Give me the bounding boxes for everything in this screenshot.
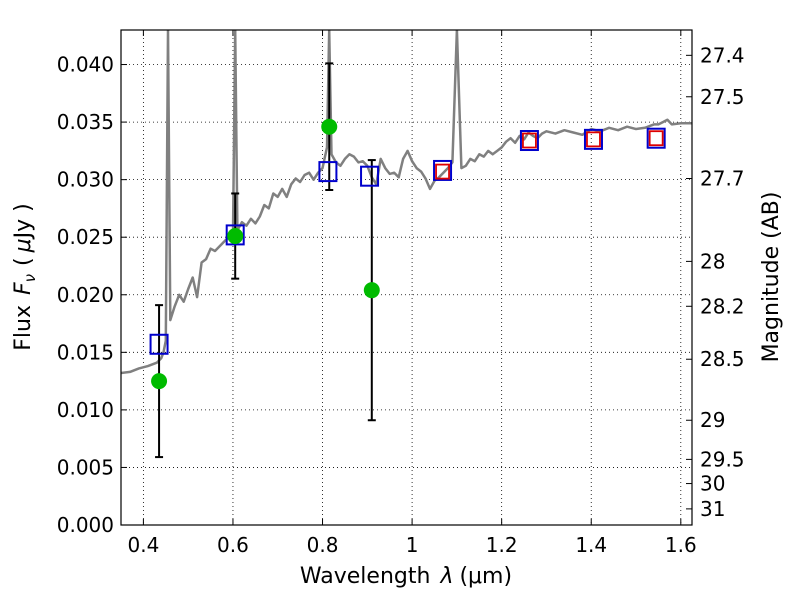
x-axis-label: Wavelength λ (μm) [300, 564, 512, 589]
y2-tick-label: 30 [700, 472, 725, 496]
y-tick-label: 0.020 [57, 283, 114, 307]
observed-point [151, 373, 168, 390]
observed-point [321, 118, 338, 135]
model-point-square [360, 165, 380, 187]
model-point-small-square [522, 132, 537, 149]
y-tick-label: 0.010 [57, 398, 114, 422]
data-markers [149, 118, 666, 390]
x-tick-label: 0.4 [127, 533, 159, 557]
y2-tick-label: 28.2 [700, 294, 745, 318]
grid [121, 30, 692, 525]
observed-point [227, 228, 244, 245]
y2-tick-label: 28 [700, 249, 725, 273]
model-point-small-square [586, 131, 601, 148]
y2-tick-label: 27.7 [700, 167, 745, 191]
y-tick-label: 0.005 [57, 455, 114, 479]
model-point-small-square [648, 130, 664, 147]
model-point-square [225, 224, 245, 246]
model-point-small-square [435, 163, 450, 180]
axis-ticks: 0.4 0.6 0.8 1 1.2 1.4 1.6 0.000 0.005 0.010 0.015 0… [57, 30, 745, 557]
x-tick-label: 0.8 [307, 533, 339, 557]
model-point-square [519, 130, 539, 152]
y2-tick-label: 31 [700, 497, 725, 521]
model-point-square [583, 128, 603, 150]
y2-tick-label: 27.5 [700, 85, 745, 109]
spectrum-line [121, 30, 692, 375]
y-tick-label: 0.000 [57, 513, 114, 537]
y2-tick-label: 28.5 [700, 347, 745, 371]
y2-tick-label: 29 [700, 408, 725, 432]
model-point-square [149, 333, 169, 355]
y-tick-label: 0.025 [57, 225, 114, 249]
plot-frame [120, 29, 693, 526]
y-axis-label: FluxFν(μJy ) [11, 203, 39, 350]
x-tick-label: 1.2 [486, 533, 518, 557]
x-tick-label: 0.6 [217, 533, 249, 557]
model-point-square [646, 127, 666, 149]
y2-tick-label: 27.4 [700, 43, 745, 67]
y2-axis-label: Magnitude (AB) [759, 192, 784, 363]
x-tick-label: 1.4 [575, 533, 607, 557]
model-point-square [318, 161, 338, 183]
model-point-square [433, 159, 453, 181]
y-tick-label: 0.035 [57, 110, 114, 134]
y2-tick-label: 29.5 [700, 447, 745, 471]
x-tick-label: 1 [406, 533, 419, 557]
x-tick-label: 1.6 [665, 533, 697, 557]
observed-point [363, 282, 380, 299]
y-tick-label: 0.030 [57, 168, 114, 192]
y-tick-label: 0.015 [57, 340, 114, 364]
y-tick-label: 0.040 [57, 53, 114, 77]
